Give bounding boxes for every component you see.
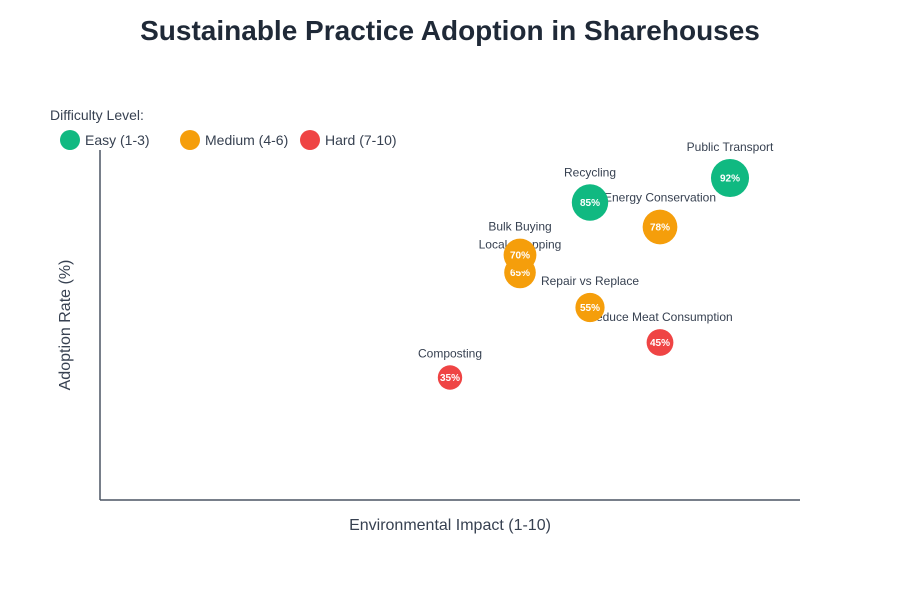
legend-marker-easy [60,130,80,150]
bubble-value-label: 85% [580,198,600,209]
bubble-recycling[interactable] [571,184,609,221]
bubble-value-label: 92% [720,174,740,185]
bubble-composting[interactable] [437,365,463,390]
point-name-label: Repair vs Replace [541,274,639,288]
y-axis-label: Adoption Rate (%) [57,260,74,391]
bubble-value-label: 78% [650,223,670,234]
bubble-bulk-buying[interactable] [503,238,537,272]
bubble-value-label: 45% [650,338,670,349]
legend-title: Difficulty Level: [50,107,144,123]
point-name-label: Public Transport [687,140,774,154]
bubble-value-label: 55% [580,303,600,314]
legend-label-hard: Hard (7-10) [325,132,397,148]
bubble-value-label: 65% [510,268,530,279]
chart-title: Sustainable Practice Adoption in Shareho… [140,15,760,46]
point-name-label: Bulk Buying [488,220,551,234]
bubble-reduce-meat-consumption[interactable] [646,329,674,356]
bubble-value-label: 70% [510,251,530,262]
bubble-repair-vs-replace[interactable] [575,292,605,323]
x-axis-label: Environmental Impact (1-10) [349,517,551,534]
point-name-label: Recycling [564,165,616,179]
bubble-value-label: 35% [440,373,460,384]
legend-label-easy: Easy (1-3) [85,132,150,148]
bubble-energy-conservation[interactable] [642,209,678,245]
bubble-public-transport[interactable] [710,158,750,198]
legend-marker-medium [180,130,200,150]
point-name-label: Reduce Meat Consumption [587,310,732,324]
legend-marker-hard [300,130,320,150]
legend-label-medium: Medium (4-6) [205,132,288,148]
point-name-label: Energy Conservation [604,191,716,205]
point-name-label: Composting [418,346,482,360]
legend: Easy (1-3) Medium (4-6) Hard (7-10) [60,130,397,150]
